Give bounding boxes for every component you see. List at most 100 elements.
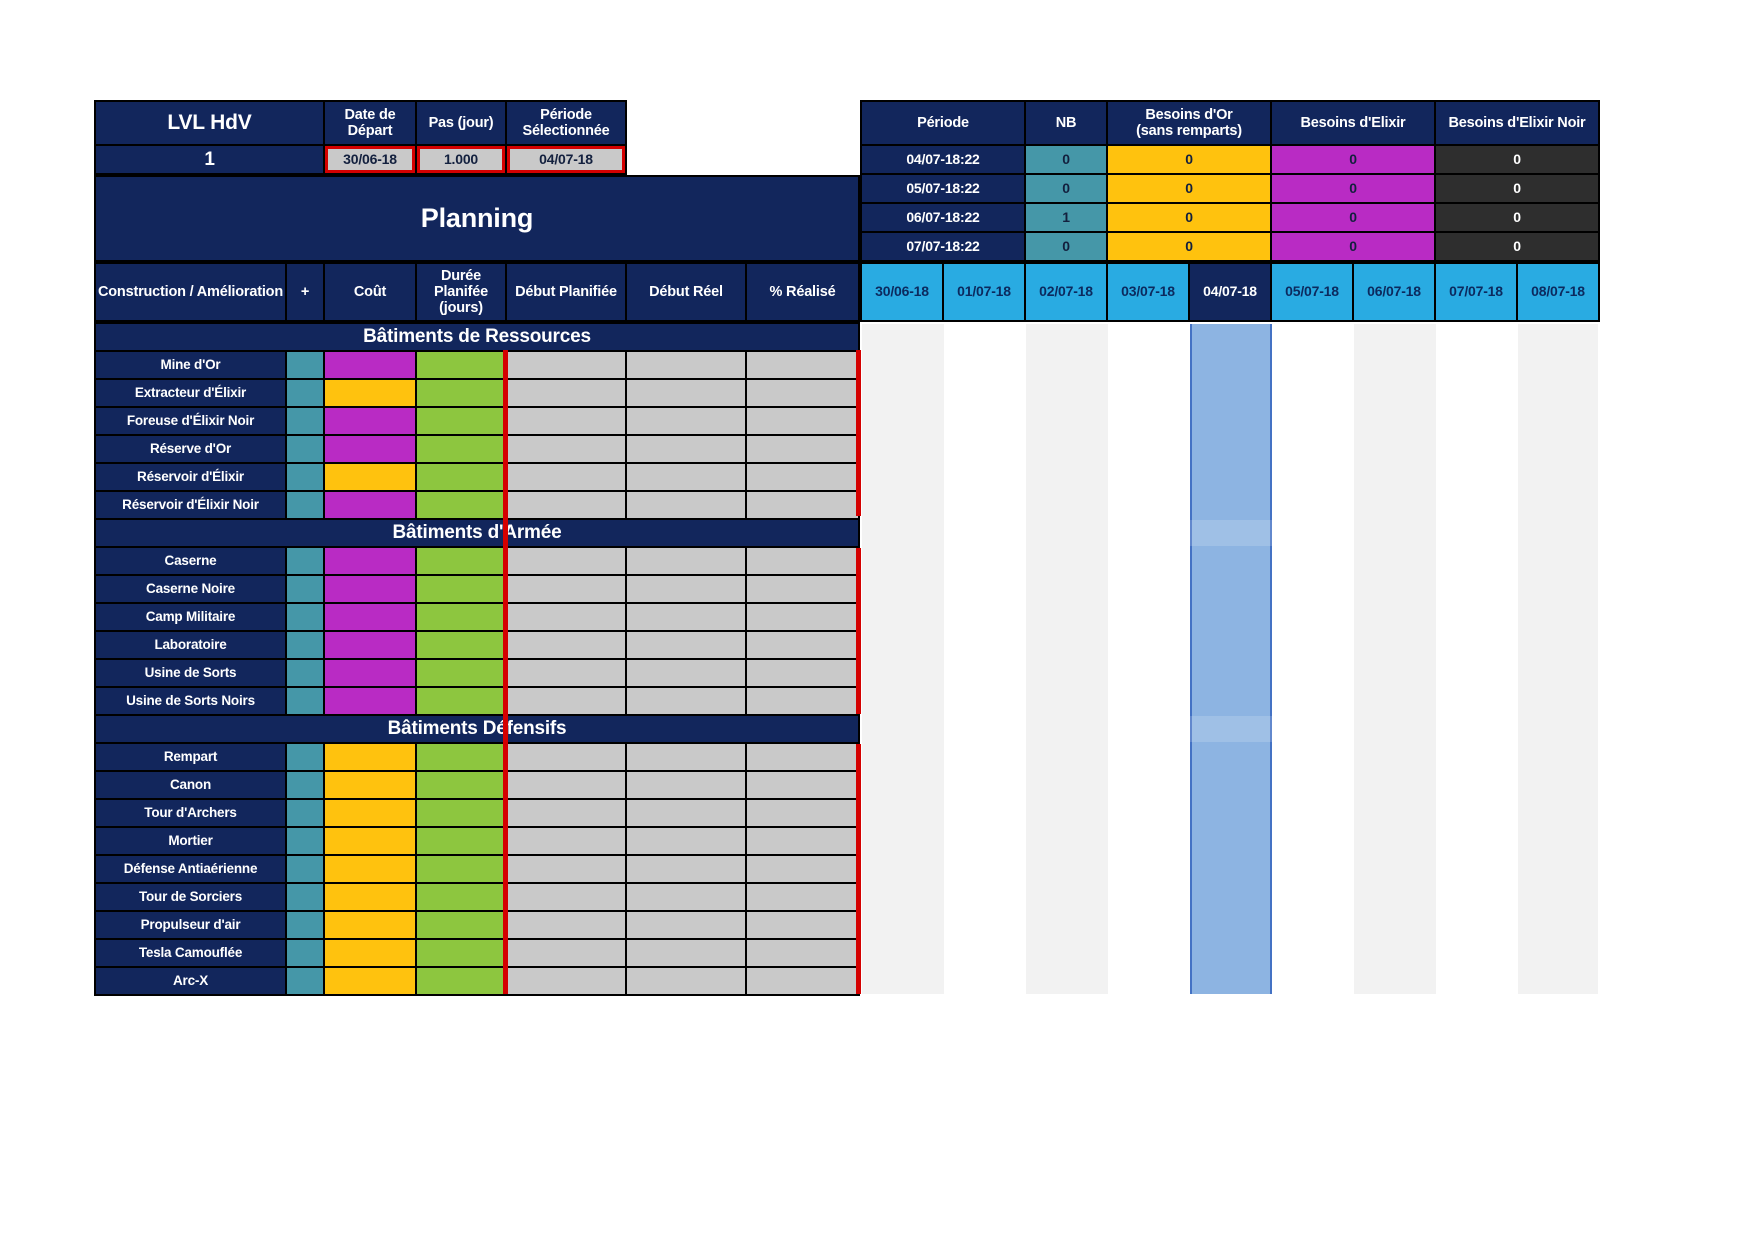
gantt-column[interactable] [944, 324, 1026, 994]
summary-elixir-noir-cell[interactable]: 0 [1436, 204, 1598, 231]
duree-planifee-cell[interactable] [417, 772, 505, 798]
debut-planifiee-cell[interactable] [507, 912, 625, 938]
plus-cell[interactable] [287, 884, 323, 910]
debut-planifiee-cell[interactable] [507, 492, 625, 518]
cout-cell[interactable] [325, 828, 415, 854]
debut-planifiee-cell[interactable] [507, 352, 625, 378]
selected-date-header-cell[interactable]: 04/07-18 [1190, 264, 1270, 320]
debut-reel-cell[interactable] [627, 604, 745, 630]
cout-cell[interactable] [325, 576, 415, 602]
debut-planifiee-cell[interactable] [507, 464, 625, 490]
debut-reel-cell[interactable] [627, 800, 745, 826]
date-header-cell[interactable]: 05/07-18 [1272, 264, 1352, 320]
realise-cell[interactable] [747, 744, 858, 770]
plus-cell[interactable] [287, 688, 323, 714]
selected-date-column[interactable] [1190, 324, 1272, 994]
realise-cell[interactable] [747, 408, 858, 434]
duree-planifee-cell[interactable] [417, 940, 505, 966]
realise-cell[interactable] [747, 352, 858, 378]
realise-cell[interactable] [747, 548, 858, 574]
debut-reel-cell[interactable] [627, 436, 745, 462]
plus-cell[interactable] [287, 632, 323, 658]
cout-cell[interactable] [325, 604, 415, 630]
debut-reel-cell[interactable] [627, 548, 745, 574]
duree-planifee-cell[interactable] [417, 464, 505, 490]
debut-planifiee-cell[interactable] [507, 660, 625, 686]
plus-cell[interactable] [287, 548, 323, 574]
realise-cell[interactable] [747, 688, 858, 714]
debut-reel-cell[interactable] [627, 940, 745, 966]
summary-nb-cell[interactable]: 0 [1026, 233, 1106, 260]
debut-planifiee-cell[interactable] [507, 408, 625, 434]
plus-cell[interactable] [287, 380, 323, 406]
debut-reel-cell[interactable] [627, 884, 745, 910]
debut-planifiee-cell[interactable] [507, 744, 625, 770]
duree-planifee-cell[interactable] [417, 632, 505, 658]
summary-elixir-cell[interactable]: 0 [1272, 146, 1434, 173]
debut-reel-cell[interactable] [627, 912, 745, 938]
cout-cell[interactable] [325, 548, 415, 574]
debut-reel-cell[interactable] [627, 352, 745, 378]
duree-planifee-cell[interactable] [417, 856, 505, 882]
summary-or-cell[interactable]: 0 [1108, 233, 1270, 260]
debut-reel-cell[interactable] [627, 632, 745, 658]
cout-cell[interactable] [325, 744, 415, 770]
cout-cell[interactable] [325, 632, 415, 658]
gantt-column[interactable] [1518, 324, 1598, 994]
debut-reel-cell[interactable] [627, 772, 745, 798]
realise-cell[interactable] [747, 604, 858, 630]
plus-cell[interactable] [287, 604, 323, 630]
debut-planifiee-cell[interactable] [507, 884, 625, 910]
gantt-column[interactable] [1026, 324, 1108, 994]
cout-cell[interactable] [325, 940, 415, 966]
duree-planifee-cell[interactable] [417, 912, 505, 938]
realise-cell[interactable] [747, 912, 858, 938]
cout-cell[interactable] [325, 380, 415, 406]
summary-elixir-noir-cell[interactable]: 0 [1436, 146, 1598, 173]
date-header-cell[interactable]: 02/07-18 [1026, 264, 1106, 320]
plus-cell[interactable] [287, 968, 323, 994]
summary-nb-cell[interactable]: 0 [1026, 146, 1106, 173]
realise-cell[interactable] [747, 772, 858, 798]
debut-planifiee-cell[interactable] [507, 380, 625, 406]
summary-elixir-noir-cell[interactable]: 0 [1436, 233, 1598, 260]
duree-planifee-cell[interactable] [417, 492, 505, 518]
date-header-cell[interactable]: 07/07-18 [1436, 264, 1516, 320]
date-header-cell[interactable]: 01/07-18 [944, 264, 1024, 320]
realise-cell[interactable] [747, 940, 858, 966]
plus-cell[interactable] [287, 800, 323, 826]
realise-cell[interactable] [747, 436, 858, 462]
debut-reel-cell[interactable] [627, 660, 745, 686]
summary-elixir-cell[interactable]: 0 [1272, 175, 1434, 202]
plus-cell[interactable] [287, 576, 323, 602]
periode-selectionnee-value[interactable]: 04/07-18 [507, 146, 625, 173]
plus-cell[interactable] [287, 856, 323, 882]
date-header-cell[interactable]: 30/06-18 [862, 264, 942, 320]
cout-cell[interactable] [325, 772, 415, 798]
duree-planifee-cell[interactable] [417, 884, 505, 910]
summary-nb-cell[interactable]: 0 [1026, 175, 1106, 202]
cout-cell[interactable] [325, 436, 415, 462]
debut-planifiee-cell[interactable] [507, 604, 625, 630]
realise-cell[interactable] [747, 492, 858, 518]
realise-cell[interactable] [747, 632, 858, 658]
debut-reel-cell[interactable] [627, 380, 745, 406]
debut-planifiee-cell[interactable] [507, 632, 625, 658]
debut-planifiee-cell[interactable] [507, 436, 625, 462]
cout-cell[interactable] [325, 968, 415, 994]
debut-planifiee-cell[interactable] [507, 940, 625, 966]
summary-or-cell[interactable]: 0 [1108, 204, 1270, 231]
duree-planifee-cell[interactable] [417, 436, 505, 462]
summary-elixir-cell[interactable]: 0 [1272, 204, 1434, 231]
duree-planifee-cell[interactable] [417, 380, 505, 406]
cout-cell[interactable] [325, 688, 415, 714]
duree-planifee-cell[interactable] [417, 576, 505, 602]
debut-reel-cell[interactable] [627, 408, 745, 434]
gantt-column[interactable] [1436, 324, 1518, 994]
plus-cell[interactable] [287, 492, 323, 518]
realise-cell[interactable] [747, 968, 858, 994]
date-header-cell[interactable]: 08/07-18 [1518, 264, 1598, 320]
gantt-column[interactable] [1108, 324, 1190, 994]
debut-reel-cell[interactable] [627, 744, 745, 770]
debut-reel-cell[interactable] [627, 828, 745, 854]
